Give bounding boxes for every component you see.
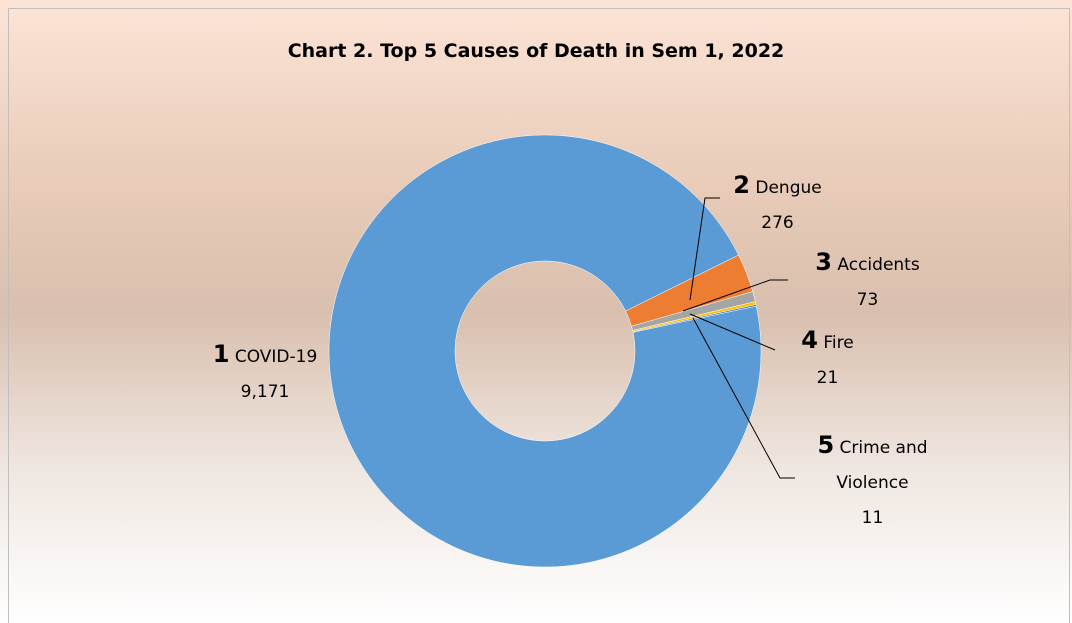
value-label: 11 xyxy=(861,508,884,528)
donut-slice xyxy=(328,134,762,568)
donut-slice xyxy=(632,304,757,333)
chart-frame xyxy=(8,8,1070,623)
slices xyxy=(328,134,762,568)
leader-line xyxy=(682,279,788,312)
category-label: Crime and Violence xyxy=(836,438,928,493)
data-label: 5 Crime and Violence 11 xyxy=(795,428,950,536)
data-label: 3 Accidents 73 xyxy=(780,245,955,318)
category-label: Fire xyxy=(823,333,854,353)
rank-label: 3 xyxy=(815,248,832,276)
chart-title: Chart 2. Top 5 Causes of Death in Sem 1,… xyxy=(287,40,785,62)
data-label: 1 COVID-19 9,171 xyxy=(180,337,350,410)
category-label: Accidents xyxy=(837,255,920,275)
rank-label: 1 xyxy=(212,340,230,368)
rank-label: 5 xyxy=(817,431,835,459)
leader-line xyxy=(692,317,795,479)
rank-label: 2 xyxy=(733,171,750,199)
category-label: Dengue xyxy=(755,178,822,198)
value-label: 9,171 xyxy=(240,382,290,402)
data-label: 4 Fire 21 xyxy=(770,323,885,396)
data-label: 2 Dengue 276 xyxy=(705,168,850,241)
value-label: 21 xyxy=(816,368,839,388)
value-label: 276 xyxy=(761,213,794,233)
value-label: 73 xyxy=(856,290,879,310)
leader-line xyxy=(689,313,776,351)
leader-line xyxy=(689,197,720,301)
category-label: COVID-19 xyxy=(234,347,318,367)
rank-label: 4 xyxy=(801,326,818,354)
